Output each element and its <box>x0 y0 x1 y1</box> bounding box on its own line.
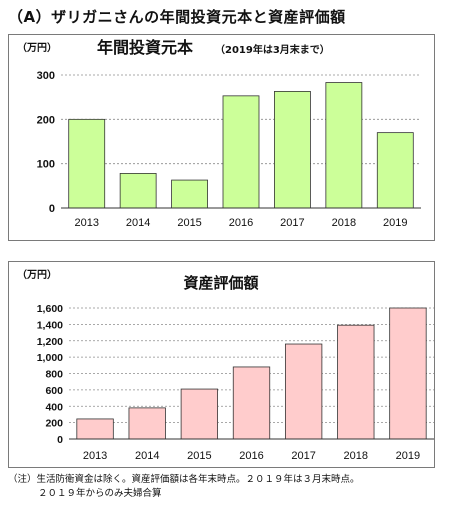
footnote: （注）生活防衛資金は除く。資産評価額は各年末時点。２０１９年は３月末時点。 ２０… <box>8 473 444 501</box>
footnote-line-1: （注）生活防衛資金は除く。資産評価額は各年末時点。２０１９年は３月末時点。 <box>8 474 360 485</box>
investment-principal-chart: （万円） 年間投資元本 （2019年は3月末まで） 0 100 200 300 2013 201… <box>17 38 421 229</box>
bar-2018 <box>337 324 375 440</box>
x-tick-label: 2016 <box>239 450 263 462</box>
investment-principal-chart-panel: （万円） 年間投資元本 （2019年は3月末まで） 0 100 200 300 2013 201… <box>8 34 435 241</box>
y-tick-label: 200 <box>37 114 55 126</box>
chart-title: 年間投資元本 <box>97 38 193 57</box>
x-tick-label: 2017 <box>280 217 304 229</box>
footnote-line-2: ２０１９年からのみ夫婦合算 <box>38 488 162 499</box>
bar-2015 <box>171 179 208 209</box>
bar-2017 <box>284 343 323 440</box>
chart-subtitle: （2019年は3月末まで） <box>215 43 330 56</box>
x-tick-label: 2014 <box>135 450 159 462</box>
y-tick-label: 600 <box>45 385 63 397</box>
x-tick-label: 2019 <box>383 217 407 229</box>
x-tick-label: 2015 <box>187 450 211 462</box>
y-tick-label: 1,600 <box>37 303 63 315</box>
y-tick-label: 400 <box>45 401 63 413</box>
bar-2013 <box>68 118 106 209</box>
y-tick-label: 200 <box>45 418 63 430</box>
x-tick-label: 2013 <box>83 450 107 462</box>
asset-valuation-chart-panel: （万円） 資産評価額 0 200 400 600 800 1,000 1,200 1,400 1,6… <box>8 261 435 468</box>
y-tick-label: 1,400 <box>37 319 63 331</box>
unit-label: （万円） <box>17 268 57 281</box>
bar-2018 <box>325 82 363 209</box>
x-tick-label: 2018 <box>332 217 356 229</box>
bar-2013 <box>76 418 114 440</box>
x-tick-label: 2013 <box>74 217 98 229</box>
bar-2019 <box>389 307 427 440</box>
x-tick-label: 2014 <box>126 217 150 229</box>
x-tick-label: 2018 <box>344 450 368 462</box>
unit-label: （万円） <box>17 41 57 54</box>
y-tick-label: 0 <box>57 434 63 446</box>
asset-valuation-chart: （万円） 資産評価額 0 200 400 600 800 1,000 1,200 1,400 1,6… <box>17 268 434 462</box>
bar-2017 <box>274 91 311 209</box>
bar-2019 <box>376 132 414 209</box>
y-tick-label: 100 <box>37 159 55 171</box>
y-tick-label: 800 <box>45 369 63 381</box>
bar-2015 <box>180 388 219 440</box>
bar-2016 <box>222 95 260 209</box>
y-tick-label: 1,000 <box>37 352 63 364</box>
chart-title: 資産評価額 <box>183 274 258 292</box>
x-tick-label: 2017 <box>291 450 315 462</box>
bar-2014 <box>128 407 166 440</box>
x-tick-label: 2015 <box>177 217 201 229</box>
figure-heading: （A）ザリガニさんの年間投資元本と資産評価額 <box>8 8 346 26</box>
x-tick-label: 2016 <box>229 217 253 229</box>
y-tick-label: 0 <box>49 203 55 215</box>
y-tick-label: 1,200 <box>37 336 63 348</box>
y-tick-label: 300 <box>37 70 55 82</box>
bar-2016 <box>232 366 271 440</box>
bar-2014 <box>119 173 157 209</box>
x-tick-label: 2019 <box>396 450 420 462</box>
